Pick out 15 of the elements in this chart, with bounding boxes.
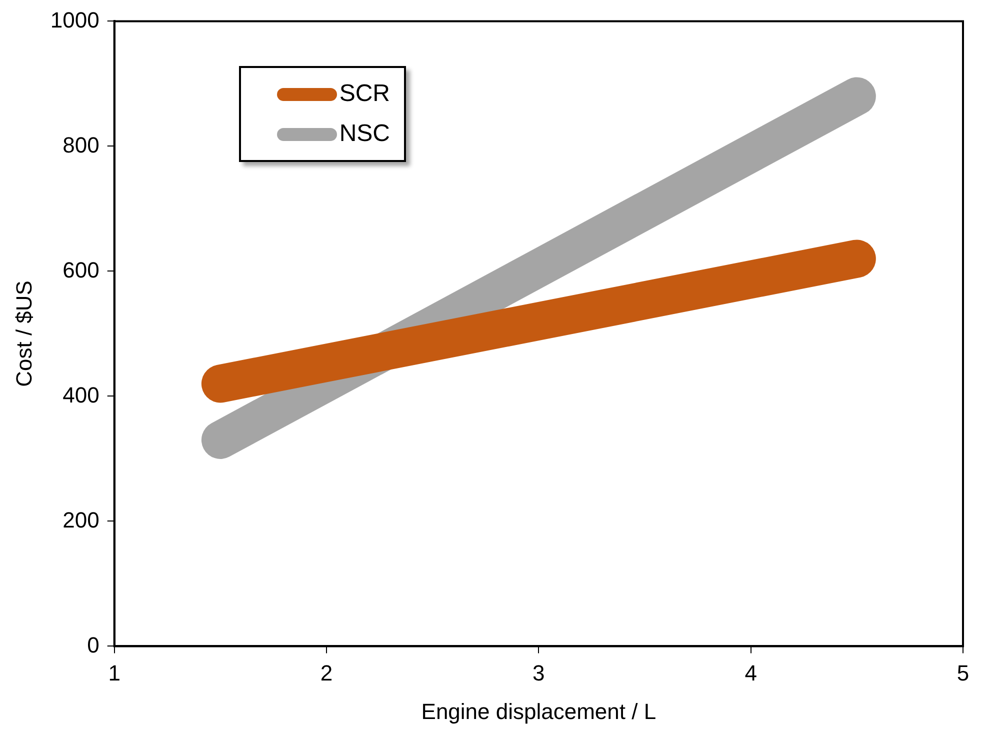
y-tick-label: 200: [62, 507, 100, 532]
y-tick-label: 1000: [50, 7, 100, 32]
x-tick-label: 4: [744, 660, 757, 686]
x-tick-label: 2: [320, 660, 333, 686]
x-tick-label: 3: [532, 660, 545, 686]
y-tick-label: 800: [62, 132, 100, 158]
legend-label: SCR: [339, 80, 390, 108]
x-axis-title: Engine displacement / L: [421, 698, 656, 724]
y-axis-title: Cost / $US: [11, 280, 36, 387]
x-tick-label: 5: [956, 660, 970, 686]
y-tick-label: 400: [62, 382, 100, 408]
y-tick-label: 0: [87, 632, 100, 658]
x-tick-label: 1: [108, 660, 120, 686]
legend-label: NSC: [339, 120, 390, 148]
y-tick-label: 600: [62, 257, 100, 282]
